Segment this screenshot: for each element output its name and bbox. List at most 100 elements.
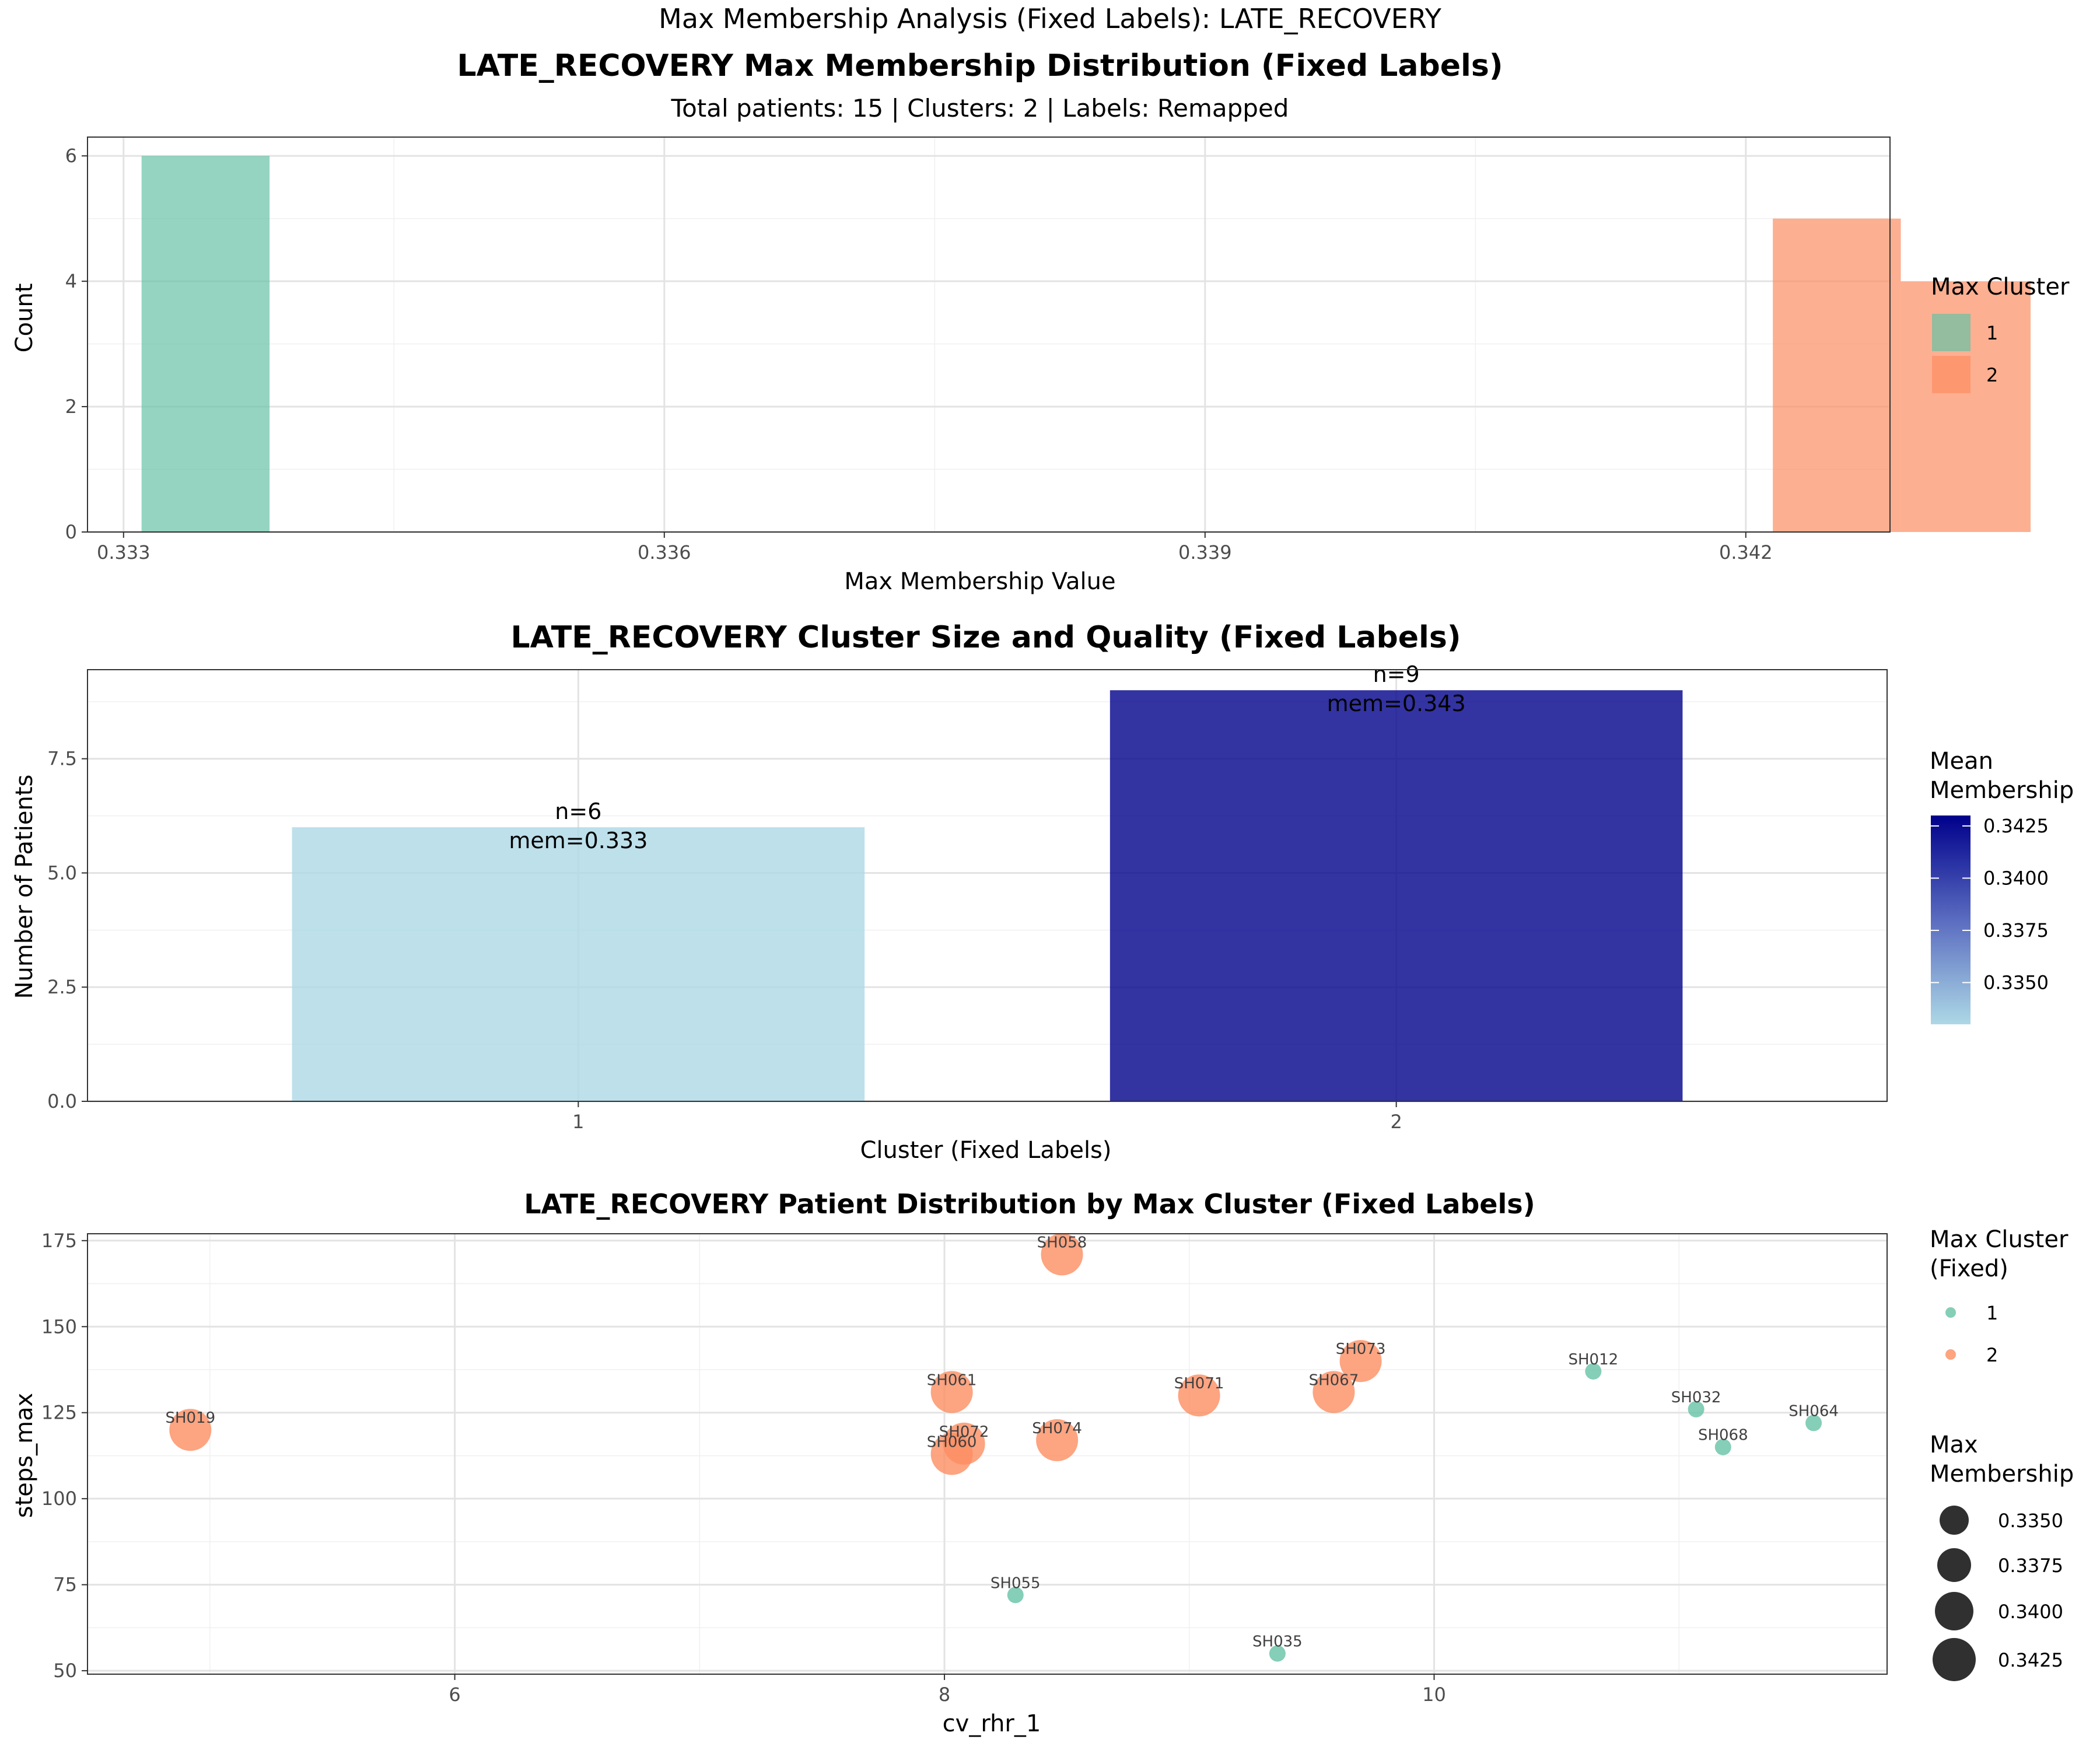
scatter-color-legend-key-2 bbox=[1945, 1349, 1956, 1360]
scatter-point-label: SH055 bbox=[991, 1574, 1041, 1592]
scatter-x-tick-label: 8 bbox=[939, 1684, 950, 1706]
scatter-x-tick-label: 10 bbox=[1422, 1684, 1446, 1706]
scatter-x-axis-title: cv_rhr_1 bbox=[943, 1710, 1041, 1737]
histogram-legend-key-2 bbox=[1932, 356, 1971, 393]
bar-legend-tick-label: 0.3350 bbox=[1983, 971, 2049, 993]
histogram-title: LATE_RECOVERY Max Membership Distributio… bbox=[457, 48, 1503, 83]
bar-legend-tick-label: 0.3375 bbox=[1983, 919, 2049, 942]
scatter-point-label: SH064 bbox=[1788, 1402, 1839, 1420]
scatter-point-label: SH067 bbox=[1309, 1371, 1359, 1389]
bar-legend-colorbar-ticks: 0.3350 0.3375 0.3400 0.3425 bbox=[1931, 815, 2049, 993]
bar-legend-title-line-1: Mean bbox=[1930, 748, 1993, 775]
scatter-color-legend-title-line-1: Max Cluster bbox=[1930, 1226, 2068, 1253]
bar-membership-label: mem=0.343 bbox=[1327, 691, 1466, 716]
scatter-color-legend-label-2: 2 bbox=[1986, 1344, 1998, 1366]
figure-suptitle: Max Membership Analysis (Fixed Labels): … bbox=[659, 3, 1442, 34]
scatter-y-tick-label: 75 bbox=[53, 1574, 77, 1596]
scatter-y-tick-label: 125 bbox=[41, 1402, 77, 1424]
bar-x-axis-title: Cluster (Fixed Labels) bbox=[860, 1137, 1111, 1164]
scatter-point-label: SH072 bbox=[939, 1423, 989, 1441]
scatter-point-SH073 bbox=[1339, 1340, 1382, 1382]
scatter-point-label: SH032 bbox=[1671, 1389, 1721, 1406]
histogram-legend: Max Cluster 1 2 bbox=[1931, 274, 2070, 393]
bar-legend-tick-label: 0.3425 bbox=[1983, 815, 2049, 837]
bar-plot-area: n=6 mem=0.333 n=9 mem=0.343 1 2 0.0 2.5 5.0 7.5 bbox=[47, 662, 1888, 1133]
scatter-size-legend-key-4 bbox=[1933, 1638, 1976, 1681]
scatter-size-legend-label-1: 0.3350 bbox=[1998, 1510, 2063, 1532]
scatter-size-legend-label-4: 0.3425 bbox=[1998, 1649, 2063, 1671]
scatter-size-legend-title-line-2: Membership bbox=[1930, 1461, 2074, 1488]
histogram-y-tick-label: 6 bbox=[65, 145, 77, 167]
scatter-point-SH061 bbox=[930, 1371, 973, 1413]
bar-panel-border bbox=[87, 669, 1888, 1102]
bar-y-tick-label: 2.5 bbox=[47, 976, 77, 998]
scatter-point-SH055 bbox=[1007, 1587, 1024, 1604]
scatter-point-label: SH061 bbox=[927, 1371, 977, 1389]
bar-y-tick-label: 0.0 bbox=[47, 1090, 77, 1112]
histogram-subtitle: Total patients: 15 | Clusters: 2 | Label… bbox=[671, 94, 1289, 123]
histogram-y-tick-label: 0 bbox=[65, 521, 77, 543]
scatter-panel-border bbox=[87, 1233, 1888, 1675]
scatter-point-label: SH073 bbox=[1336, 1340, 1386, 1358]
histogram-plot-area: 0.333 0.336 0.339 0.342 0 2 4 6 bbox=[65, 136, 2031, 564]
bar-count-label: n=9 bbox=[1373, 662, 1420, 687]
scatter-point-SH019 bbox=[169, 1409, 212, 1451]
bar-x-tick-label: 2 bbox=[1390, 1111, 1402, 1133]
scatter-point-SH012 bbox=[1585, 1363, 1602, 1380]
histogram-x-tick-label: 0.336 bbox=[638, 541, 691, 564]
scatter-panel-background bbox=[88, 1234, 1887, 1674]
scatter-y-tick-label: 175 bbox=[41, 1230, 77, 1252]
scatter-point-SH071 bbox=[1178, 1374, 1220, 1417]
scatter-point-SH035 bbox=[1269, 1645, 1286, 1662]
scatter-plot-area: SH058 SH073 SH012 SH061 SH071 SH067 SH032 SH064… bbox=[41, 1230, 1888, 1706]
scatter-y-tick-label: 50 bbox=[53, 1660, 77, 1682]
bar-2 bbox=[1110, 690, 1683, 1101]
bar-x-tick-label: 1 bbox=[572, 1111, 584, 1133]
scatter-size-legend-label-3: 0.3400 bbox=[1998, 1601, 2063, 1623]
scatter-title: LATE_RECOVERY Patient Distribution by Ma… bbox=[524, 1188, 1535, 1220]
histogram-y-tick-label: 4 bbox=[65, 270, 77, 292]
scatter-point-SH064 bbox=[1805, 1415, 1822, 1432]
scatter-size-legend-key-3 bbox=[1935, 1592, 1973, 1630]
scatter-point-SH032 bbox=[1688, 1401, 1704, 1418]
scatter-point-label: SH019 bbox=[165, 1409, 215, 1427]
scatter-y-tick-label: 150 bbox=[41, 1315, 77, 1338]
scatter-color-legend-key-1 bbox=[1945, 1307, 1956, 1318]
scatter-point-label: SH068 bbox=[1698, 1427, 1748, 1444]
histogram-legend-label-1: 1 bbox=[1986, 322, 1998, 344]
bar-legend-colorbar bbox=[1931, 816, 1971, 1024]
scatter-size-legend-title-line-1: Max bbox=[1930, 1432, 1978, 1458]
scatter-y-tick-label: 100 bbox=[41, 1488, 77, 1510]
histogram-legend-title: Max Cluster bbox=[1931, 274, 2070, 300]
bar-legend-tick-label: 0.3400 bbox=[1983, 867, 2049, 889]
histogram-legend-key-1 bbox=[1932, 314, 1971, 351]
bar-y-tick-label: 7.5 bbox=[47, 748, 77, 770]
histogram-y-tick-label: 2 bbox=[65, 396, 77, 418]
scatter-point-label: SH060 bbox=[927, 1434, 977, 1451]
histogram-panel-background bbox=[88, 137, 1890, 532]
histogram-y-axis-title: Count bbox=[11, 284, 38, 353]
scatter-y-axis-title: steps_max bbox=[11, 1393, 38, 1518]
scatter-size-legend: Max Membership 0.3350 0.3375 0.3400 0.34… bbox=[1930, 1432, 2074, 1681]
scatter-size-legend-key-2 bbox=[1937, 1548, 1971, 1582]
scatter-panel: LATE_RECOVERY Patient Distribution by Ma… bbox=[11, 1188, 2074, 1737]
histogram-panel-border bbox=[87, 136, 1891, 533]
scatter-color-legend: Max Cluster (Fixed) 1 2 bbox=[1930, 1226, 2068, 1366]
bar-count-label: n=6 bbox=[555, 799, 601, 824]
scatter-point-label: SH035 bbox=[1252, 1633, 1303, 1651]
bar-legend-title-line-2: Membership bbox=[1930, 777, 2074, 804]
scatter-point-SH060 bbox=[930, 1433, 973, 1475]
scatter-point-label: SH074 bbox=[1032, 1420, 1082, 1437]
scatter-x-tick-label: 6 bbox=[449, 1684, 460, 1706]
bar-1 bbox=[292, 827, 865, 1101]
bar-membership-label: mem=0.333 bbox=[509, 828, 648, 853]
scatter-color-legend-label-1: 1 bbox=[1986, 1302, 1998, 1324]
bar-legend: Mean Membership 0.3350 0.3375 0.3400 0.3425 bbox=[1930, 748, 2074, 1024]
histogram-bar bbox=[1773, 218, 1901, 532]
histogram-x-axis-title: Max Membership Value bbox=[844, 568, 1115, 595]
scatter-point-SH074 bbox=[1036, 1419, 1079, 1461]
scatter-point-SH058 bbox=[1041, 1233, 1083, 1276]
scatter-point-label: SH058 bbox=[1037, 1234, 1087, 1251]
scatter-point-label: SH012 bbox=[1568, 1351, 1618, 1368]
